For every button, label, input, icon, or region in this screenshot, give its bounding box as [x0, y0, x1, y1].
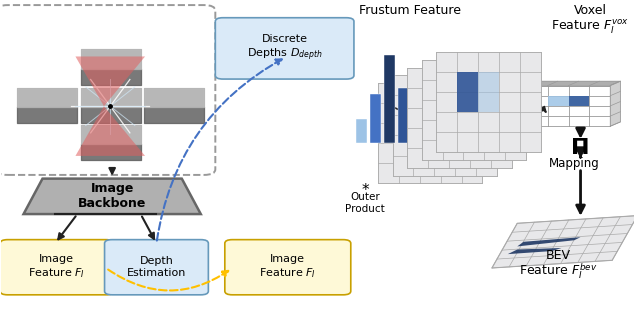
Text: Feature $F_I^{bev}$: Feature $F_I^{bev}$ [519, 261, 598, 281]
Bar [378, 83, 483, 183]
Bar [81, 49, 141, 85]
Bar [568, 96, 589, 106]
Bar [370, 94, 381, 143]
Text: Π: Π [572, 138, 590, 158]
Bar [436, 52, 541, 152]
Polygon shape [527, 81, 620, 86]
FancyBboxPatch shape [0, 5, 215, 175]
Bar [392, 75, 497, 175]
Text: Image
Backbone: Image Backbone [78, 182, 147, 210]
Bar [407, 68, 511, 168]
Text: BEV: BEV [546, 249, 571, 262]
Bar [397, 88, 409, 143]
Text: Depth
Estimation: Depth Estimation [127, 257, 186, 278]
Text: Discrete
Depths $D_{depth}$: Discrete Depths $D_{depth}$ [246, 34, 323, 63]
Polygon shape [76, 106, 145, 156]
Polygon shape [517, 237, 580, 246]
Text: Frustum Feature: Frustum Feature [358, 4, 461, 17]
Bar [457, 92, 478, 112]
Text: Outer
Product: Outer Product [346, 193, 385, 214]
Bar [422, 60, 526, 160]
Bar [568, 96, 589, 106]
Bar [356, 118, 367, 143]
Bar [144, 88, 204, 123]
Polygon shape [611, 81, 620, 126]
Text: Mapping: Mapping [549, 157, 600, 170]
Polygon shape [492, 216, 637, 268]
Polygon shape [76, 57, 145, 106]
Text: Image
Feature $F_I$: Image Feature $F_I$ [28, 254, 85, 280]
Text: Image
Feature $F_I$: Image Feature $F_I$ [259, 254, 316, 280]
Bar [457, 72, 478, 92]
Bar [478, 72, 499, 112]
Bar [81, 125, 141, 160]
FancyBboxPatch shape [225, 240, 351, 295]
Polygon shape [24, 179, 201, 214]
Bar [426, 122, 437, 143]
Text: Feature $F_I^{vox}$: Feature $F_I^{vox}$ [551, 19, 629, 36]
FancyBboxPatch shape [0, 240, 113, 295]
FancyBboxPatch shape [215, 18, 354, 79]
Bar [548, 96, 568, 106]
FancyBboxPatch shape [104, 240, 209, 295]
Bar [17, 88, 77, 123]
Text: *: * [362, 183, 369, 198]
Bar [384, 55, 395, 143]
Polygon shape [508, 248, 561, 254]
Bar [81, 88, 141, 123]
Bar [412, 112, 423, 143]
Text: Voxel: Voxel [573, 4, 607, 17]
